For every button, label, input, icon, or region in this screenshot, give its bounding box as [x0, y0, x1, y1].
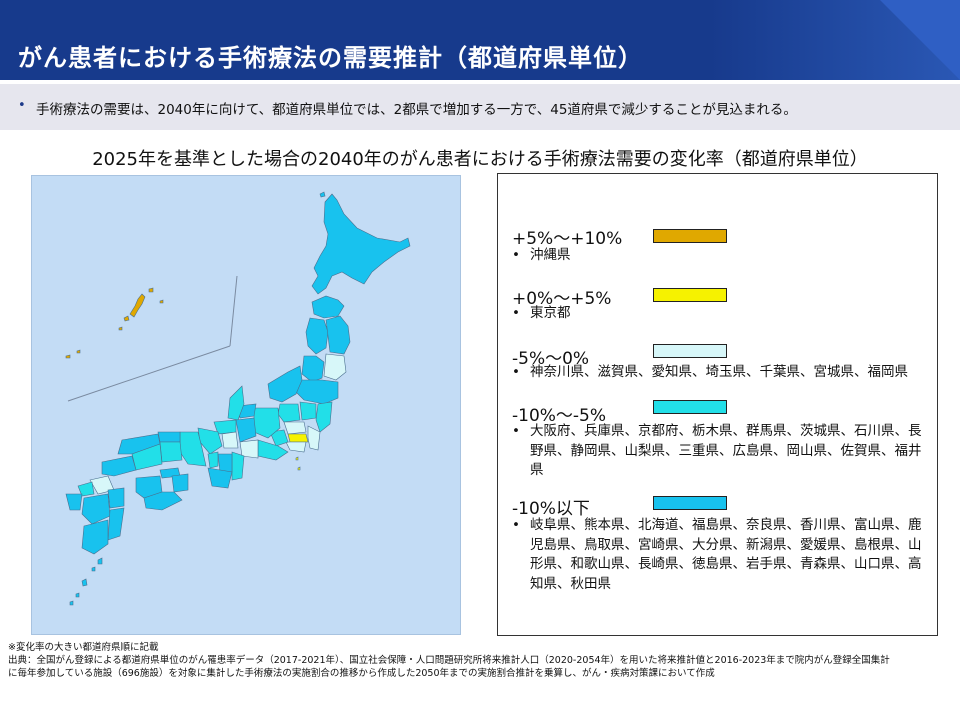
- region-southern-island: [75, 592, 80, 598]
- region-tottori: [157, 431, 181, 443]
- region-kochi: [143, 491, 183, 511]
- legend-prefectures: 神奈川県、滋賀県、愛知県、埼玉県、千葉県、宮城県、福岡県: [530, 364, 908, 380]
- list-bullet: •: [512, 247, 520, 263]
- region-yamanashi: [269, 429, 289, 447]
- region-rishiri-island: [319, 191, 326, 198]
- summary-text: 手術療法の需要は、2040年に向けて、都道府県単位では、2都県で増加する一方で、…: [36, 102, 797, 118]
- japan-choropleth-map: [31, 175, 461, 635]
- inset-divider-line: [229, 275, 238, 347]
- region-okayama: [159, 441, 183, 463]
- okinawa-small-island: [65, 354, 71, 359]
- region-hokkaido: [311, 193, 411, 295]
- region-nara: [217, 453, 233, 473]
- list-bullet: •: [512, 423, 520, 439]
- region-saga: [77, 481, 95, 497]
- legend-range-label: -10%～-5%: [512, 406, 607, 426]
- summary-band: • 手術療法の需要は、2040年に向けて、都道府県単位では、2都県で増加する一方…: [0, 84, 960, 130]
- region-southern-island: [97, 557, 103, 565]
- legend-range-label: +5%～+10%: [512, 229, 623, 249]
- region-mie: [231, 451, 245, 481]
- region-yamagata: [301, 355, 325, 383]
- map-svg: [65, 191, 411, 606]
- legend-prefectures: 東京都: [530, 305, 571, 321]
- legend-prefecture-list: • 沖縄県: [512, 246, 932, 266]
- legend-swatch: [653, 288, 727, 302]
- legend-range-label: -5%～0%: [512, 349, 590, 369]
- footnote-note: ※変化率の大きい都道府県順に記載: [8, 642, 159, 653]
- region-izu-island: [297, 466, 301, 471]
- legend-swatch: [653, 229, 727, 243]
- region-osaka: [207, 451, 219, 469]
- chart-title: 2025年を基準とした場合の2040年のがん患者における手術療法需要の変化率（都…: [92, 149, 868, 170]
- region-miyazaki: [107, 507, 125, 541]
- title-bar-chevron: [880, 0, 960, 80]
- footnotes: ※変化率の大きい都道府県順に記載 出典：全国がん登録による都道府県単位のがん罹患…: [8, 641, 960, 680]
- okinawa-small-island: [159, 299, 164, 304]
- region-ibaraki: [315, 401, 333, 433]
- legend-range-label: -10%以下: [512, 499, 590, 519]
- legend-swatch: [653, 344, 727, 358]
- legend-prefecture-list: • 大阪府、兵庫県、京都府、栃木県、群馬県、茨城県、石川県、長野県、静岡県、山梨県…: [512, 422, 932, 481]
- region-yamaguchi: [101, 455, 137, 477]
- okinawa-main-island: [129, 293, 146, 318]
- region-wakayama: [207, 467, 233, 489]
- legend-range-label: +0%～+5%: [512, 289, 612, 309]
- list-bullet: •: [512, 364, 520, 380]
- region-iwate: [325, 315, 351, 355]
- okinawa-small-island: [76, 349, 81, 354]
- region-nagasaki: [65, 493, 83, 511]
- region-kumamoto: [81, 493, 111, 525]
- region-shiga: [221, 431, 239, 449]
- list-bullet: •: [512, 305, 520, 321]
- region-aomori: [311, 295, 345, 319]
- legend-swatch: [653, 400, 727, 414]
- region-fukushima: [295, 379, 339, 405]
- title-bar: がん患者における手術療法の需要推計（都道府県単位）: [0, 0, 960, 80]
- region-chiba: [307, 425, 321, 451]
- region-ishikawa: [227, 385, 245, 421]
- okinawa-small-island: [118, 326, 123, 331]
- region-southern-island: [81, 578, 88, 587]
- okinawa-small-island: [148, 287, 154, 293]
- legend-panel: +5%～+10% • 沖縄県 +0%～+5% • 東京都 -5%～0% • 神奈川県、…: [497, 173, 938, 636]
- region-kagoshima: [81, 519, 109, 555]
- region-gunma: [277, 403, 301, 423]
- legend-prefectures: 岐阜県、熊本県、北海道、福島県、奈良県、香川県、富山県、鹿児島県、鳥取県、宮崎県…: [530, 517, 922, 592]
- legend-prefecture-list: • 神奈川県、滋賀県、愛知県、埼玉県、千葉県、宮城県、福岡県: [512, 363, 932, 383]
- region-oita: [107, 487, 125, 509]
- okinawa-small-island: [123, 315, 130, 322]
- inset-divider-line: [67, 345, 231, 402]
- footnote-source-line-1: 出典：全国がん登録による都道府県単位のがん罹患率データ（2017-2021年）、…: [8, 655, 890, 666]
- region-saitama: [283, 421, 307, 435]
- legend-prefecture-list: • 東京都: [512, 304, 932, 324]
- region-izu-island: [295, 456, 299, 461]
- okinawa-inset: [65, 287, 164, 359]
- region-akita: [305, 317, 329, 355]
- legend-prefectures: 大阪府、兵庫県、京都府、栃木県、群馬県、茨城県、石川県、長野県、静岡県、山梨県、…: [530, 423, 922, 478]
- region-kanagawa: [285, 441, 307, 453]
- region-miyagi: [323, 353, 347, 381]
- region-southern-island: [69, 600, 74, 606]
- legend-swatch: [653, 496, 727, 510]
- footnote-source-line-2: に毎年参加している施設（696施設）を対象に集計した手術療法の実施割合の推移から…: [8, 668, 715, 679]
- legend-prefecture-list: • 岐阜県、熊本県、北海道、福島県、奈良県、香川県、富山県、鹿児島県、鳥取県、宮崎…: [512, 516, 932, 594]
- region-tochigi: [299, 401, 317, 421]
- region-tokyo: [287, 433, 309, 443]
- region-aichi: [239, 439, 259, 459]
- list-bullet: •: [512, 517, 520, 533]
- region-niigata: [267, 365, 303, 403]
- legend-prefectures: 沖縄県: [530, 247, 571, 263]
- region-tokushima: [171, 473, 189, 493]
- summary-bullet: •: [18, 98, 26, 113]
- page-title: がん患者における手術療法の需要推計（都道府県単位）: [18, 44, 643, 72]
- region-southern-island: [91, 566, 96, 572]
- region-gifu: [235, 417, 257, 443]
